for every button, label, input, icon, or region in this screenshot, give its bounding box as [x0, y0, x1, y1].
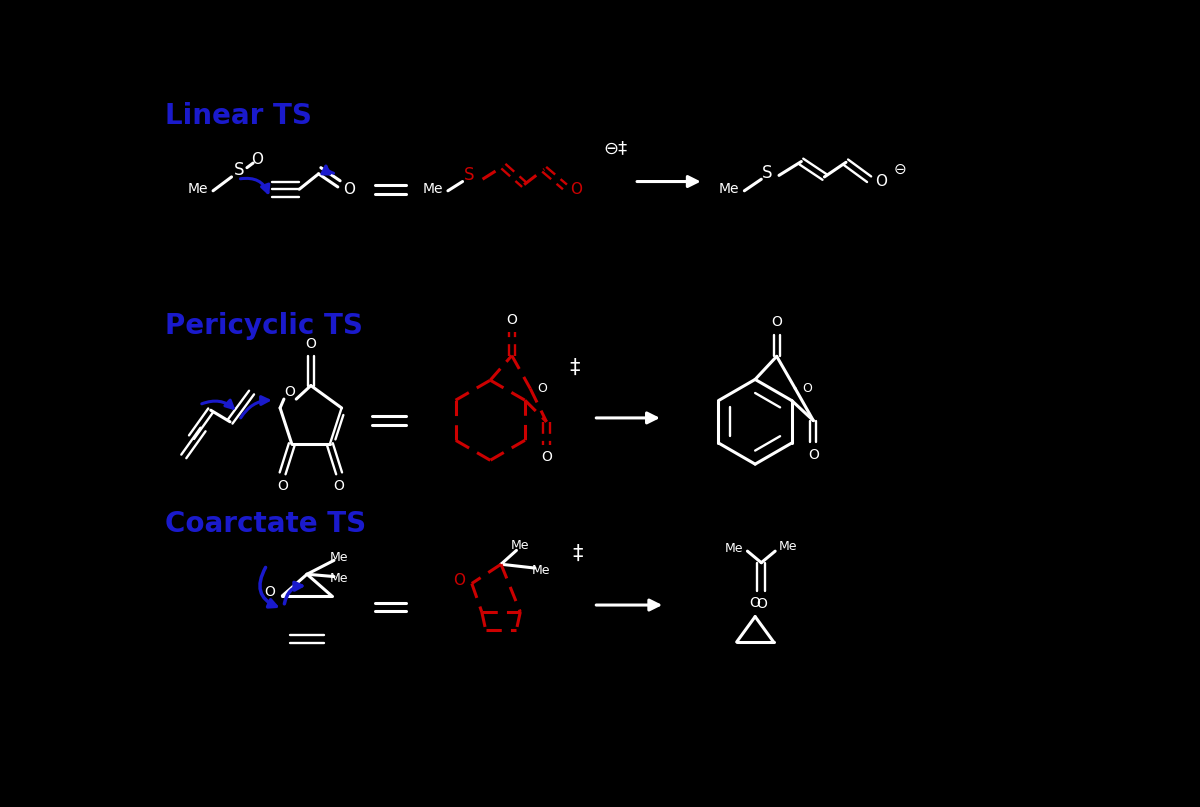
Text: S: S: [762, 164, 773, 182]
Text: S: S: [234, 161, 245, 179]
Text: O: O: [454, 573, 466, 588]
Text: O: O: [264, 585, 275, 599]
Text: O: O: [803, 382, 812, 395]
Text: Me: Me: [725, 542, 744, 555]
Text: Me: Me: [779, 540, 798, 553]
Text: O: O: [306, 337, 317, 351]
Text: O: O: [756, 597, 767, 611]
Text: Me: Me: [187, 182, 208, 196]
Text: ‡: ‡: [570, 358, 581, 378]
Text: O: O: [251, 153, 263, 168]
Text: O: O: [277, 479, 288, 493]
Text: O: O: [875, 174, 887, 189]
Text: ⊖‡: ⊖‡: [602, 140, 628, 157]
Text: S: S: [463, 166, 474, 184]
Text: O: O: [334, 479, 344, 493]
Text: O: O: [541, 450, 552, 464]
Text: Linear TS: Linear TS: [164, 102, 312, 130]
Text: O: O: [750, 596, 761, 610]
Text: O: O: [808, 448, 818, 462]
Text: Pericyclic TS: Pericyclic TS: [164, 312, 362, 340]
Text: ⊖: ⊖: [894, 161, 906, 177]
Text: O: O: [570, 182, 582, 197]
Text: O: O: [506, 313, 517, 327]
Text: O: O: [343, 182, 355, 197]
Text: Me: Me: [719, 182, 739, 196]
Text: O: O: [284, 385, 295, 399]
Text: O: O: [772, 316, 782, 329]
Text: O: O: [538, 383, 547, 395]
Text: Me: Me: [511, 539, 529, 552]
Text: Me: Me: [532, 564, 551, 577]
Text: Me: Me: [330, 551, 348, 564]
Text: Me: Me: [330, 571, 348, 584]
Text: Me: Me: [422, 182, 443, 196]
Text: ‡: ‡: [572, 544, 583, 564]
Text: Coarctate TS: Coarctate TS: [164, 510, 366, 538]
